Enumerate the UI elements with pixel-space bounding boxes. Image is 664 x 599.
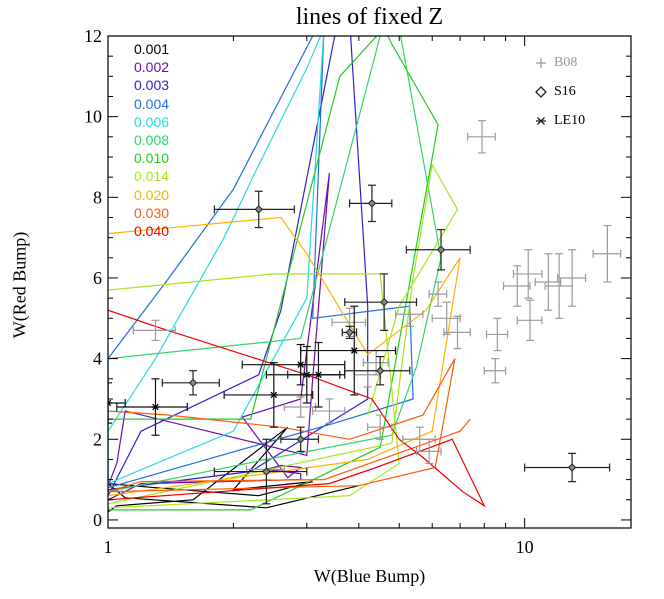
- le10-marker-d2-0: [108, 399, 112, 404]
- legend-label-le10: LE10: [554, 112, 586, 128]
- legend-s16: S16: [530, 77, 585, 106]
- y-tick-label-12: 12: [84, 26, 102, 46]
- le10-point-2: [223, 362, 314, 428]
- s16-marker-9: [567, 463, 577, 472]
- model-line-z-0.001: [108, 426, 359, 513]
- b08-point-7: [367, 414, 393, 440]
- b08-point-17: [502, 265, 531, 307]
- s16-point-0: [161, 370, 220, 396]
- y-tick-label-10: 10: [84, 107, 102, 127]
- y-axis-label: W(Red Bump): [9, 231, 30, 339]
- s16-point-6: [344, 356, 411, 386]
- s16-point-9: [524, 452, 611, 483]
- legend-z-0.040: 0.040: [134, 222, 170, 239]
- le10-point-5: [287, 341, 346, 408]
- legend-z-0.002: 0.002: [134, 59, 170, 76]
- b08-point-0: [132, 319, 176, 342]
- plus-marker-icon: [530, 56, 554, 70]
- le10-point-0: [108, 382, 126, 424]
- legend-z-0.003: 0.003: [134, 77, 170, 94]
- b08-point-10: [415, 438, 442, 465]
- metallicity-legend: 0.001 0.002 0.003 0.004 0.006 0.008 0.010 0.014…: [134, 40, 169, 240]
- b08-point-20: [534, 253, 562, 311]
- s16-point-2: [213, 438, 308, 505]
- model-line-z-0.002: [108, 173, 330, 501]
- b08-point-23: [592, 224, 622, 283]
- model-line-z-0.040: [108, 309, 486, 508]
- b08-point-13: [443, 315, 471, 350]
- y-tick-label-8: 8: [93, 187, 102, 207]
- b08-point-18: [512, 249, 543, 299]
- asterisk-marker-svg: [536, 116, 546, 125]
- legend-z-0.001: 0.001: [134, 41, 170, 57]
- legend-ast-d2: [537, 116, 545, 125]
- y-tick-label-6: 6: [93, 268, 102, 288]
- b08-point-14: [467, 120, 496, 154]
- model-line-z-0.003: [108, 36, 369, 496]
- b08-point-22: [557, 249, 587, 307]
- s16-point-4: [341, 325, 358, 340]
- legend-diamond: [535, 85, 547, 98]
- le10-marker-d2-5: [315, 371, 322, 379]
- le10-marker-d2-6: [351, 347, 358, 354]
- sample-legend: B08 S16 LE10: [530, 48, 585, 135]
- le10-marker-d2-1: [152, 403, 159, 411]
- s16-marker-6: [375, 366, 385, 375]
- b08-point-16: [485, 317, 509, 352]
- legend-le10: LE10: [530, 106, 585, 135]
- le10-point-1: [116, 378, 188, 436]
- legend-label-b08: B08: [554, 54, 578, 70]
- le10-marker-d1-0: [108, 402, 112, 407]
- b08-point-11: [428, 281, 448, 307]
- b08-point-3: [312, 398, 346, 424]
- x-tick-label-10: 10: [516, 537, 534, 557]
- s16-marker-8: [436, 245, 446, 254]
- s16-marker-1: [254, 205, 263, 214]
- b08-point-21: [544, 253, 573, 319]
- s16-marker-2: [262, 467, 271, 476]
- legend-b08: B08: [530, 48, 585, 77]
- asterisk-marker-icon: [530, 114, 554, 128]
- b08-point-2: [283, 396, 317, 418]
- y-tick-label-0: 0: [93, 510, 102, 530]
- legend-label-s16: S16: [554, 83, 576, 99]
- diamond-marker-svg: [535, 85, 547, 98]
- s16-marker-4: [345, 328, 354, 337]
- s16-marker-7: [379, 297, 389, 307]
- diamond-marker-icon: [530, 85, 554, 99]
- x-axis-label: W(Blue Bump): [313, 566, 426, 586]
- model-line-z-0.020: [108, 216, 461, 497]
- s16-marker-5: [367, 199, 377, 208]
- legend-z-0.010: 0.010: [134, 150, 170, 167]
- model-line-z-0.008: [108, 36, 442, 493]
- s16-point-7: [344, 273, 418, 331]
- s16-point-5: [348, 184, 393, 223]
- le10-point-6: [300, 305, 397, 396]
- legend-z-0.030: 0.030: [134, 204, 170, 221]
- s16-marker-0: [188, 378, 198, 388]
- x-tick-label-1: 1: [104, 537, 113, 557]
- s16-point-1: [213, 190, 295, 229]
- legend-z-0.008: 0.008: [134, 131, 170, 148]
- s16-marker-3: [296, 435, 305, 444]
- legend-z-0.014: 0.014: [134, 168, 170, 185]
- plot-frame: [107, 35, 632, 529]
- legend-z-0.020: 0.020: [134, 186, 170, 203]
- b08-point-19: [516, 299, 543, 342]
- y-tick-label-4: 4: [93, 349, 102, 369]
- legend-z-0.004: 0.004: [134, 95, 170, 112]
- b08-point-15: [483, 358, 507, 384]
- model-line-z-0.010: [108, 36, 439, 511]
- b08-point-12: [431, 301, 461, 336]
- le10-marker-d2-3: [297, 361, 304, 368]
- legend-z-0.006: 0.006: [134, 113, 170, 130]
- le10-marker-d2-2: [270, 391, 278, 399]
- chart-title: lines of fixed Z: [295, 4, 444, 30]
- s16-point-3: [280, 426, 320, 452]
- s16-point-8: [405, 228, 471, 271]
- plus-marker-svg: [536, 57, 546, 68]
- y-tick-label-2: 2: [93, 429, 102, 449]
- plot-area: [108, 36, 622, 513]
